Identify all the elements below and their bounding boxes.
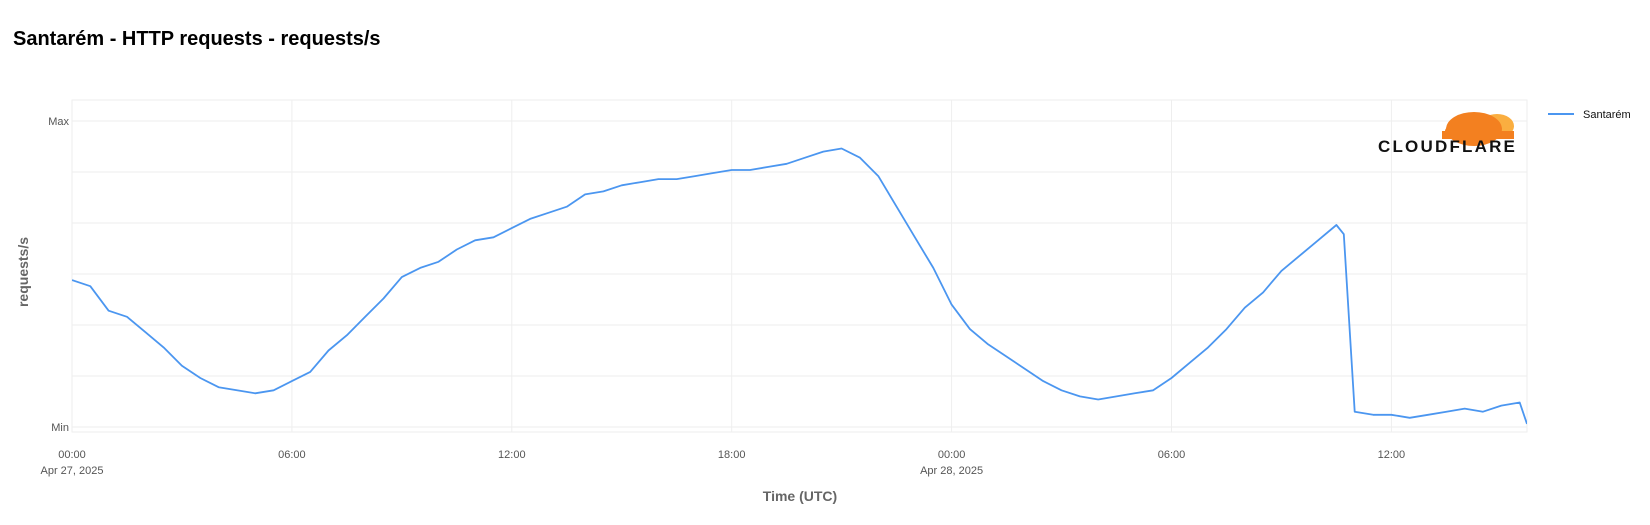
cloudflare-wordmark: CLOUDFLARE xyxy=(1378,137,1517,156)
x-tick-label: 00:00 xyxy=(938,449,966,461)
x-tick-sublabel: Apr 27, 2025 xyxy=(41,465,104,477)
x-axis-ticks: 00:00 Apr 27, 2025 06:00 12:00 18:00 00:00 Apr… xyxy=(41,449,1406,477)
x-tick-sublabel: Apr 28, 2025 xyxy=(920,465,983,477)
plot-area xyxy=(72,147,1527,425)
x-axis-title: Time (UTC) xyxy=(763,488,837,504)
x-tick-label: 00:00 xyxy=(58,449,86,461)
cloud-icon xyxy=(1442,112,1514,146)
x-tick-label: 06:00 xyxy=(278,449,306,461)
y-tick-label: Max xyxy=(48,116,69,128)
y-tick-label: Min xyxy=(51,422,69,434)
x-tick-label: 06:00 xyxy=(1158,449,1186,461)
plot-frame xyxy=(71,99,1528,433)
x-tick-label: 12:00 xyxy=(498,449,526,461)
page-title: Santarém - HTTP requests - requests/s xyxy=(13,28,381,50)
series-line-0[interactable] xyxy=(72,147,1527,425)
legend[interactable]: Santarém xyxy=(1548,109,1631,121)
y-axis-title: requests/s xyxy=(15,237,31,307)
chart-grid xyxy=(71,99,1528,433)
x-tick-label: 12:00 xyxy=(1378,449,1406,461)
y-axis-ticks: Min Max xyxy=(48,116,69,434)
cloudflare-logo: CLOUDFLARE xyxy=(1378,112,1517,156)
x-tick-label: 18:00 xyxy=(718,449,746,461)
legend-label: Santarém xyxy=(1583,109,1631,121)
